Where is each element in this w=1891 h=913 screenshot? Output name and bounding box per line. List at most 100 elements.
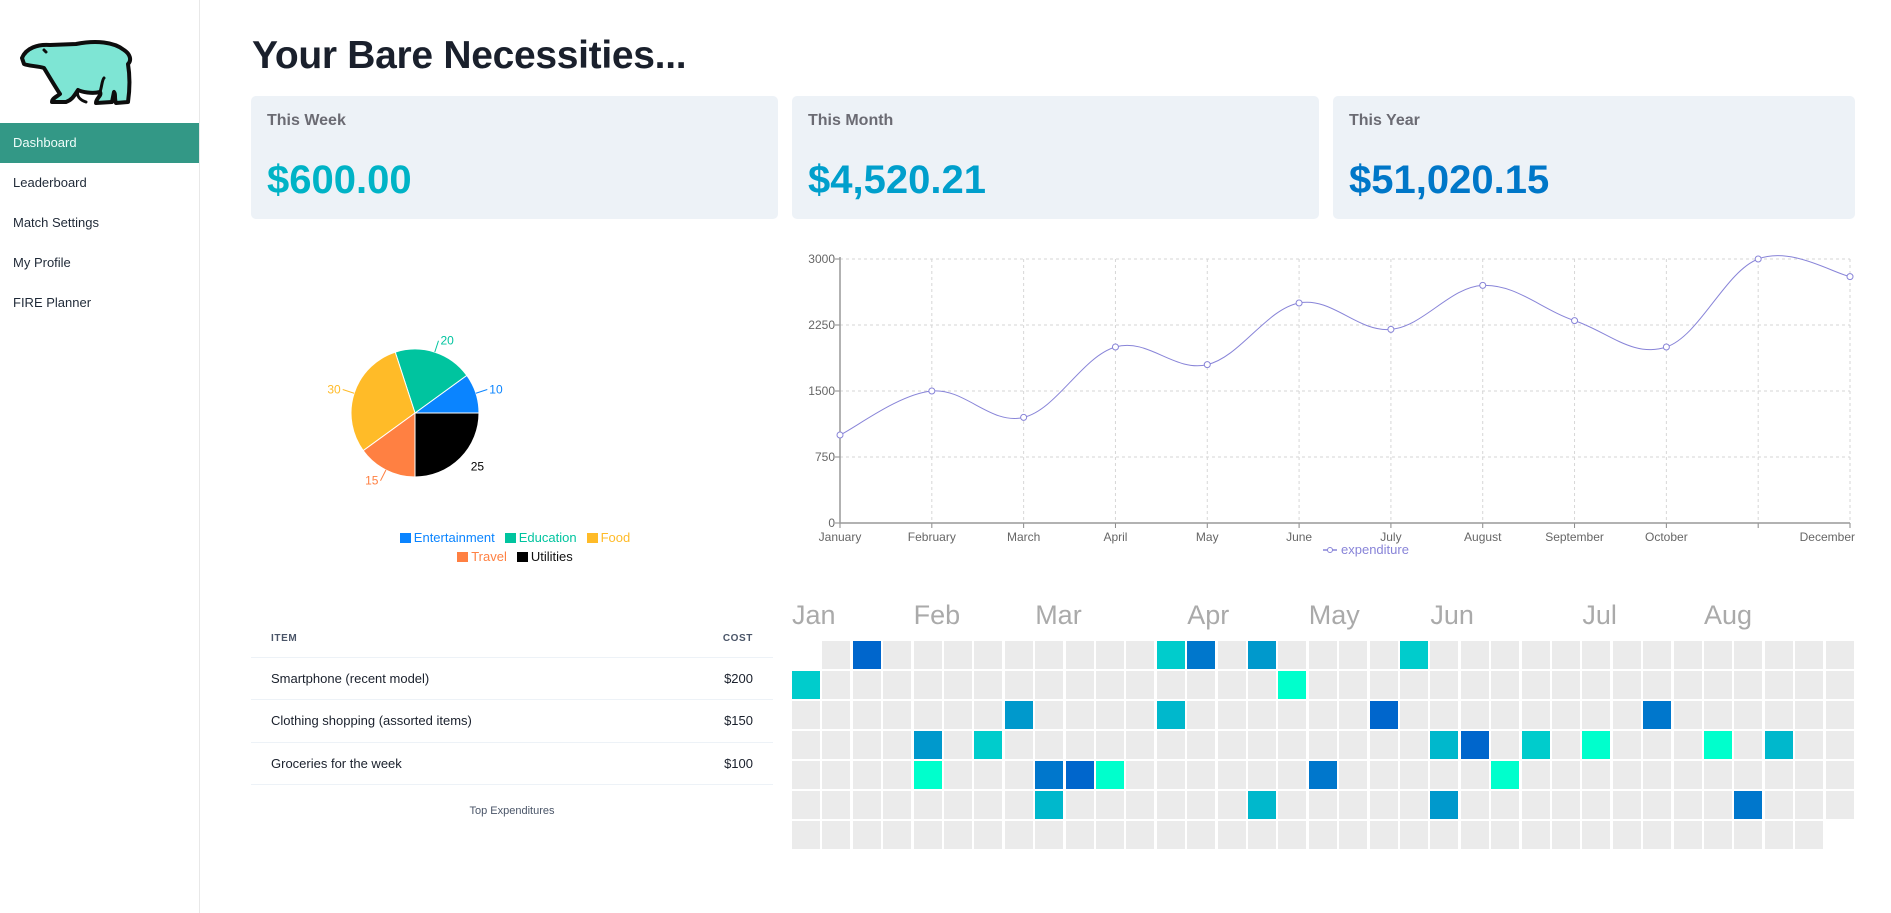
- heatmap-cell[interactable]: [1339, 761, 1368, 789]
- heatmap-cell[interactable]: [1491, 701, 1520, 729]
- heatmap-cell[interactable]: [1673, 821, 1702, 849]
- heatmap-cell[interactable]: [1673, 761, 1702, 789]
- heatmap-cell[interactable]: [1096, 701, 1124, 729]
- heatmap-cell[interactable]: [1582, 791, 1611, 819]
- heatmap-cell[interactable]: [1035, 701, 1064, 729]
- heatmap-cell[interactable]: [974, 821, 1003, 849]
- heatmap-cell[interactable]: [883, 761, 912, 789]
- heatmap-cell[interactable]: [1521, 701, 1550, 729]
- heatmap-cell[interactable]: [1430, 731, 1459, 759]
- heatmap-cell[interactable]: [1795, 701, 1824, 729]
- heatmap-cell[interactable]: [1795, 821, 1824, 849]
- heatmap-cell[interactable]: [1825, 761, 1854, 789]
- pie-slice-travel[interactable]: [362, 412, 416, 478]
- heatmap-cell[interactable]: [883, 671, 912, 699]
- heatmap-cell[interactable]: [1248, 821, 1276, 849]
- heatmap-cell[interactable]: [1643, 791, 1672, 819]
- heatmap-cell[interactable]: [1491, 671, 1520, 699]
- heatmap-cell[interactable]: [1126, 701, 1155, 729]
- legend-item-entertainment[interactable]: Entertainment: [399, 528, 495, 547]
- heatmap-cell[interactable]: [883, 791, 912, 819]
- heatmap-cell[interactable]: [1673, 791, 1702, 819]
- heatmap-cell[interactable]: [1217, 701, 1246, 729]
- heatmap-cell[interactable]: [1156, 641, 1185, 669]
- heatmap-cell[interactable]: [1126, 671, 1155, 699]
- heatmap-cell[interactable]: [1248, 791, 1276, 819]
- data-point-march[interactable]: [1020, 413, 1028, 421]
- heatmap-cell[interactable]: [1825, 731, 1854, 759]
- heatmap-cell[interactable]: [1004, 671, 1033, 699]
- heatmap-cell[interactable]: [1612, 701, 1641, 729]
- heatmap-cell[interactable]: [1035, 791, 1064, 819]
- heatmap-cell[interactable]: [1491, 641, 1520, 669]
- heatmap-cell[interactable]: [1187, 701, 1216, 729]
- heatmap-cell[interactable]: [1308, 821, 1337, 849]
- heatmap-cell[interactable]: [1764, 791, 1793, 819]
- heatmap-cell[interactable]: [1643, 671, 1672, 699]
- legend-item-travel[interactable]: Travel: [457, 547, 507, 566]
- heatmap-cell[interactable]: [1400, 701, 1428, 729]
- heatmap-cell[interactable]: [1460, 671, 1489, 699]
- heatmap-cell[interactable]: [1552, 671, 1580, 699]
- heatmap-cell[interactable]: [913, 641, 942, 669]
- heatmap-cell[interactable]: [1582, 641, 1611, 669]
- sidebar-item-my-profile[interactable]: My Profile: [13, 255, 71, 270]
- heatmap-cell[interactable]: [1612, 641, 1641, 669]
- pie-slice-utilities[interactable]: [414, 412, 480, 478]
- heatmap-cell[interactable]: [852, 671, 881, 699]
- data-point-november[interactable]: [1754, 255, 1762, 263]
- heatmap-cell[interactable]: [1521, 671, 1550, 699]
- heatmap-cell[interactable]: [944, 641, 972, 669]
- heatmap-cell[interactable]: [1369, 821, 1398, 849]
- heatmap-cell[interactable]: [1096, 821, 1124, 849]
- heatmap-cell[interactable]: [1825, 671, 1854, 699]
- heatmap-cell[interactable]: [1460, 791, 1489, 819]
- data-point-june[interactable]: [1295, 299, 1303, 307]
- heatmap-cell[interactable]: [1491, 791, 1520, 819]
- heatmap-cell[interactable]: [1248, 701, 1276, 729]
- heatmap-cell[interactable]: [1096, 791, 1124, 819]
- heatmap-cell[interactable]: [1734, 791, 1763, 819]
- data-point-december[interactable]: [1846, 273, 1854, 281]
- heatmap-cell[interactable]: [1734, 821, 1763, 849]
- heatmap-cell[interactable]: [1065, 821, 1094, 849]
- heatmap-cell[interactable]: [1339, 821, 1368, 849]
- heatmap-cell[interactable]: [1673, 701, 1702, 729]
- heatmap-cell[interactable]: [1521, 791, 1550, 819]
- heatmap-cell[interactable]: [1339, 671, 1368, 699]
- heatmap-cell[interactable]: [1308, 671, 1337, 699]
- heatmap-cell[interactable]: [1187, 761, 1216, 789]
- heatmap-cell[interactable]: [913, 821, 942, 849]
- heatmap-cell[interactable]: [1126, 641, 1155, 669]
- heatmap-cell[interactable]: [1825, 641, 1854, 669]
- heatmap-cell[interactable]: [1643, 761, 1672, 789]
- heatmap-cell[interactable]: [944, 731, 972, 759]
- heatmap-cell[interactable]: [1400, 821, 1428, 849]
- heatmap-cell[interactable]: [1552, 641, 1580, 669]
- heatmap-cell[interactable]: [1278, 701, 1307, 729]
- heatmap-cell[interactable]: [1308, 761, 1337, 789]
- heatmap-cell[interactable]: [1734, 641, 1763, 669]
- heatmap-cell[interactable]: [1460, 821, 1489, 849]
- heatmap-cell[interactable]: [1764, 671, 1793, 699]
- heatmap-cell[interactable]: [1582, 761, 1611, 789]
- data-point-july[interactable]: [1387, 325, 1395, 333]
- heatmap-cell[interactable]: [1248, 641, 1276, 669]
- table-row[interactable]: Clothing shopping (assorted items) $150: [251, 699, 773, 743]
- heatmap-cell[interactable]: [1339, 701, 1368, 729]
- heatmap-cell[interactable]: [883, 641, 912, 669]
- heatmap-cell[interactable]: [1065, 791, 1094, 819]
- heatmap-cell[interactable]: [792, 671, 820, 699]
- heatmap-cell[interactable]: [1795, 641, 1824, 669]
- heatmap-cell[interactable]: [944, 821, 972, 849]
- heatmap-cell[interactable]: [1217, 671, 1246, 699]
- heatmap-cell[interactable]: [1278, 641, 1307, 669]
- heatmap-cell[interactable]: [883, 731, 912, 759]
- heatmap-cell[interactable]: [852, 761, 881, 789]
- heatmap-cell[interactable]: [1308, 731, 1337, 759]
- heatmap-cell[interactable]: [1552, 821, 1580, 849]
- heatmap-cell[interactable]: [1764, 821, 1793, 849]
- heatmap-cell[interactable]: [1308, 791, 1337, 819]
- heatmap-cell[interactable]: [1065, 761, 1094, 789]
- heatmap-cell[interactable]: [1764, 701, 1793, 729]
